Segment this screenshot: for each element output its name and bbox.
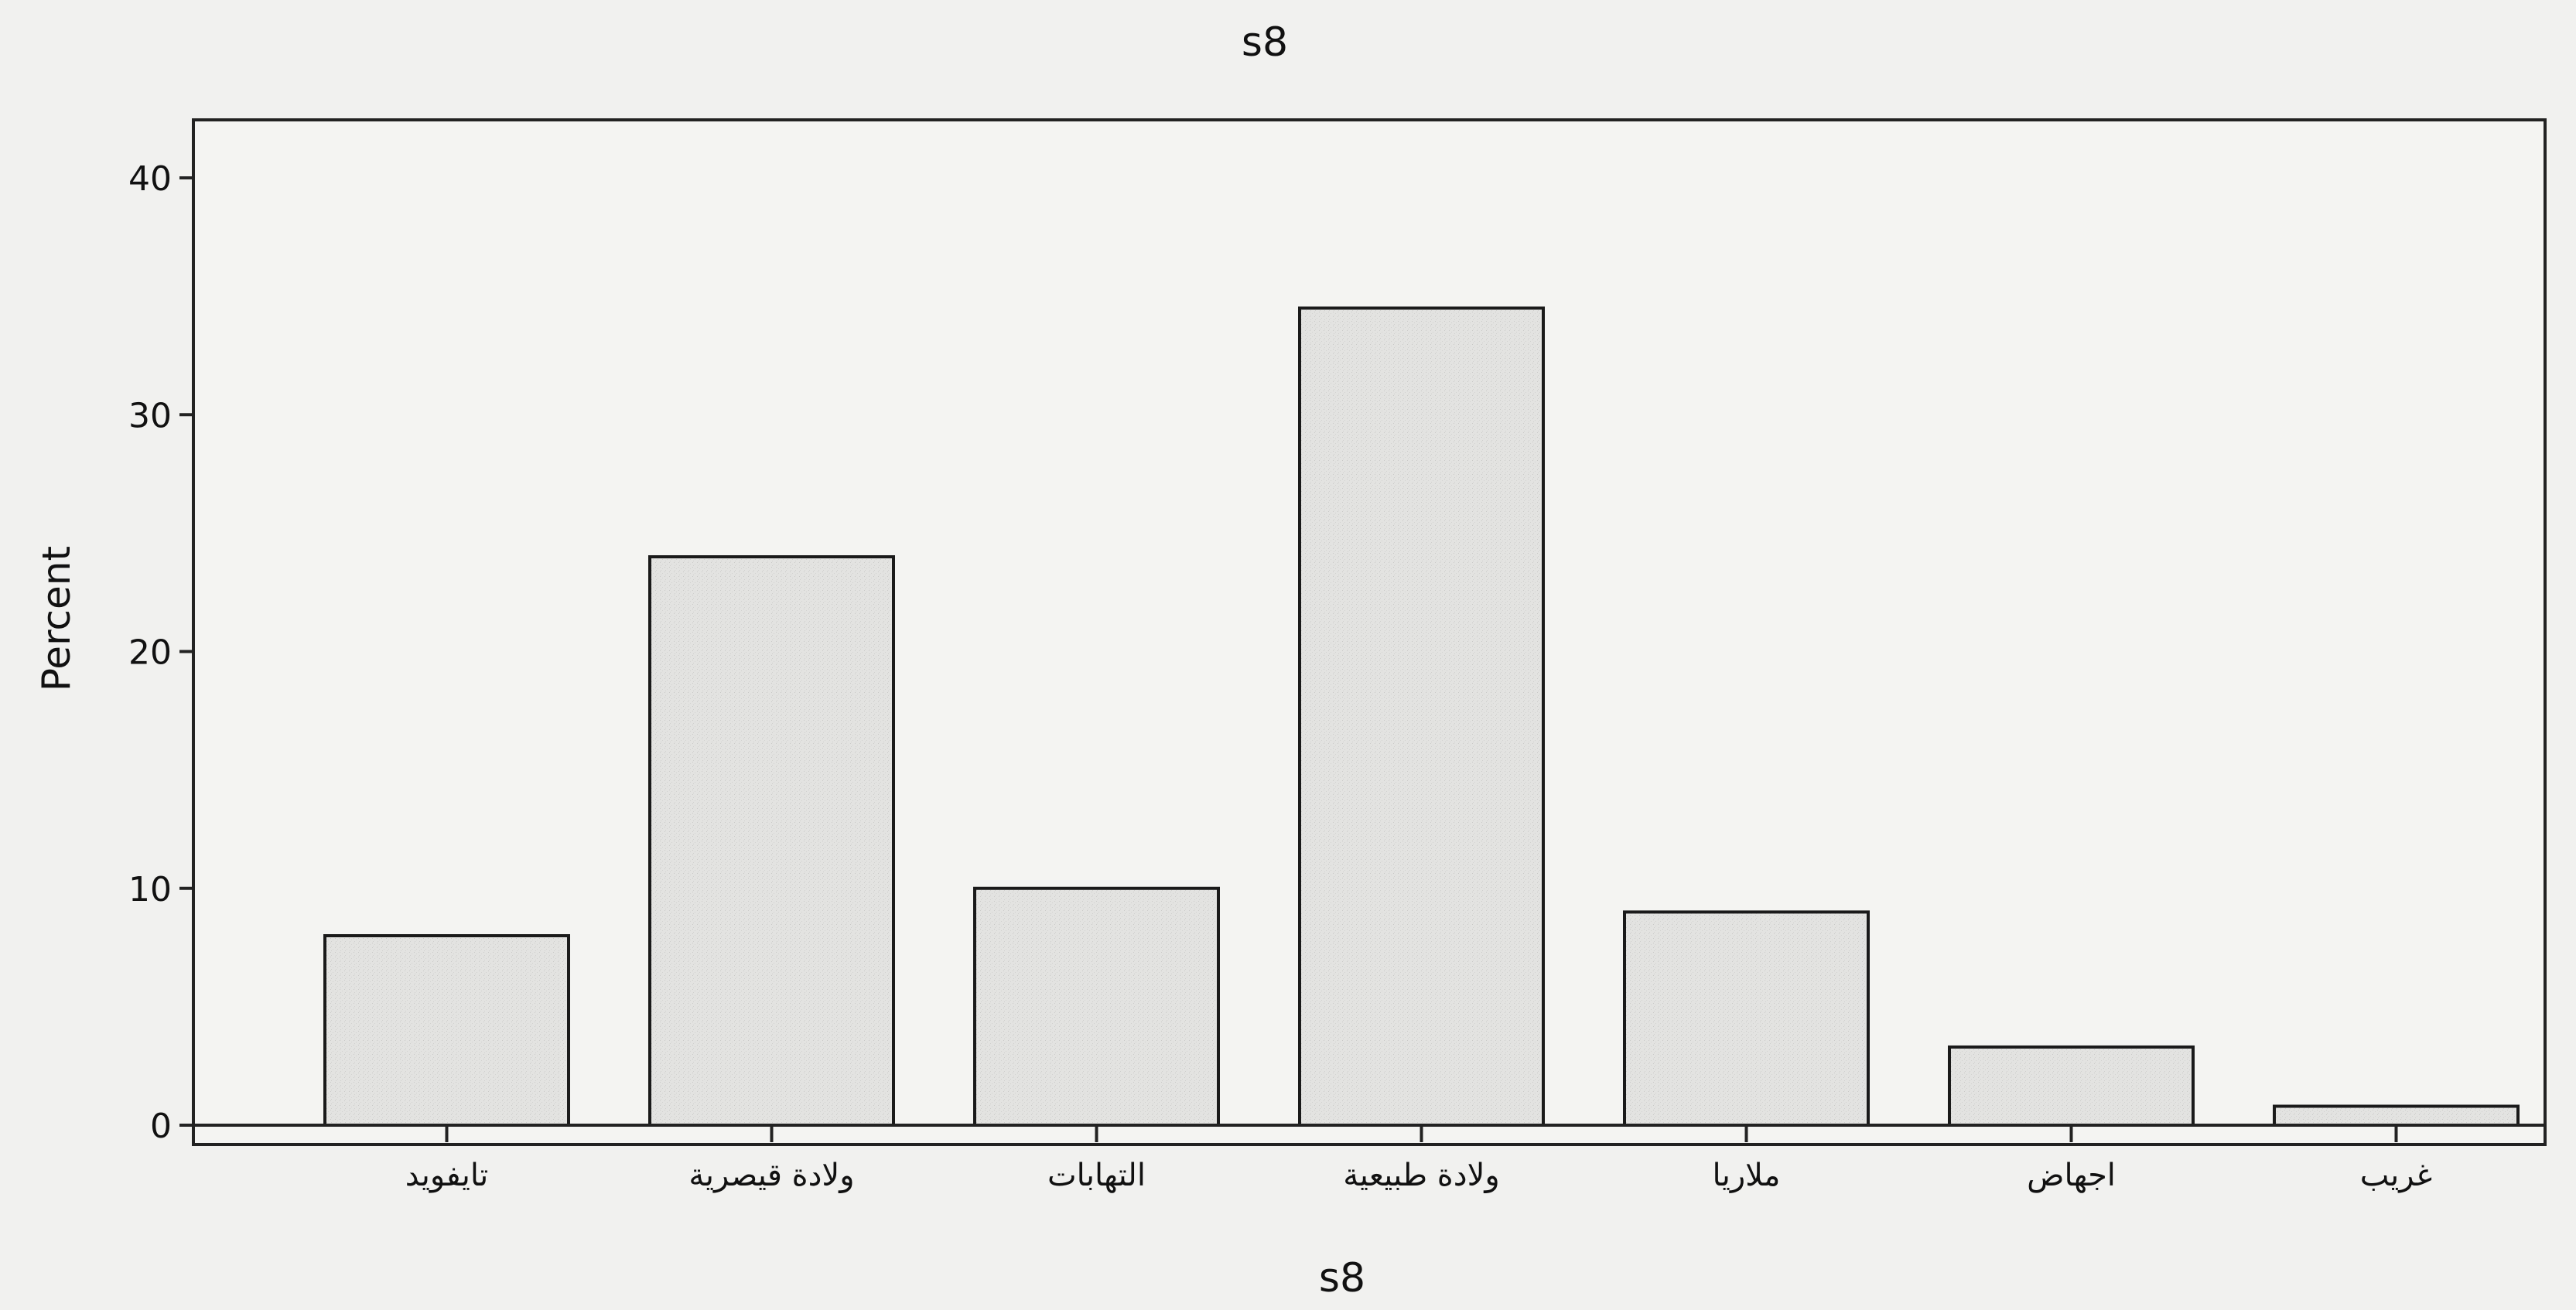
y-tick-label: 40 <box>128 159 172 199</box>
x-tick-label: غريب <box>2360 1158 2432 1193</box>
y-axis-label: Percent <box>34 546 79 691</box>
bar <box>1623 910 1870 1127</box>
y-tick-label: 20 <box>128 633 172 673</box>
x-tick-label: اجهاض <box>2027 1158 2116 1193</box>
bar <box>973 886 1220 1127</box>
x-tick-label: تايفويد <box>405 1158 488 1193</box>
x-tick-label: ولادة طبيعية <box>1343 1158 1499 1193</box>
x-tick-label: ملاريا <box>1713 1158 1781 1193</box>
y-axis: 0 10 20 30 40 <box>128 159 193 1146</box>
x-tick-label: ولادة قيصرية <box>688 1158 854 1193</box>
x-axis-label: s8 <box>1319 1255 1365 1301</box>
bars-group <box>323 306 2520 1127</box>
bar <box>1298 306 1545 1127</box>
x-tick-label: التهابات <box>1047 1158 1146 1193</box>
bar <box>2273 1104 2520 1127</box>
x-axis: تايفويد ولادة قيصرية التهابات ولادة طبيعية م… <box>193 1124 2545 1193</box>
y-tick-label: 10 <box>128 870 172 909</box>
bar <box>648 555 895 1127</box>
chart-title: s8 <box>1242 19 1288 66</box>
y-tick-label: 30 <box>128 396 172 435</box>
bar <box>323 934 570 1127</box>
y-tick-label: 0 <box>150 1107 172 1146</box>
bar <box>1948 1045 2195 1127</box>
